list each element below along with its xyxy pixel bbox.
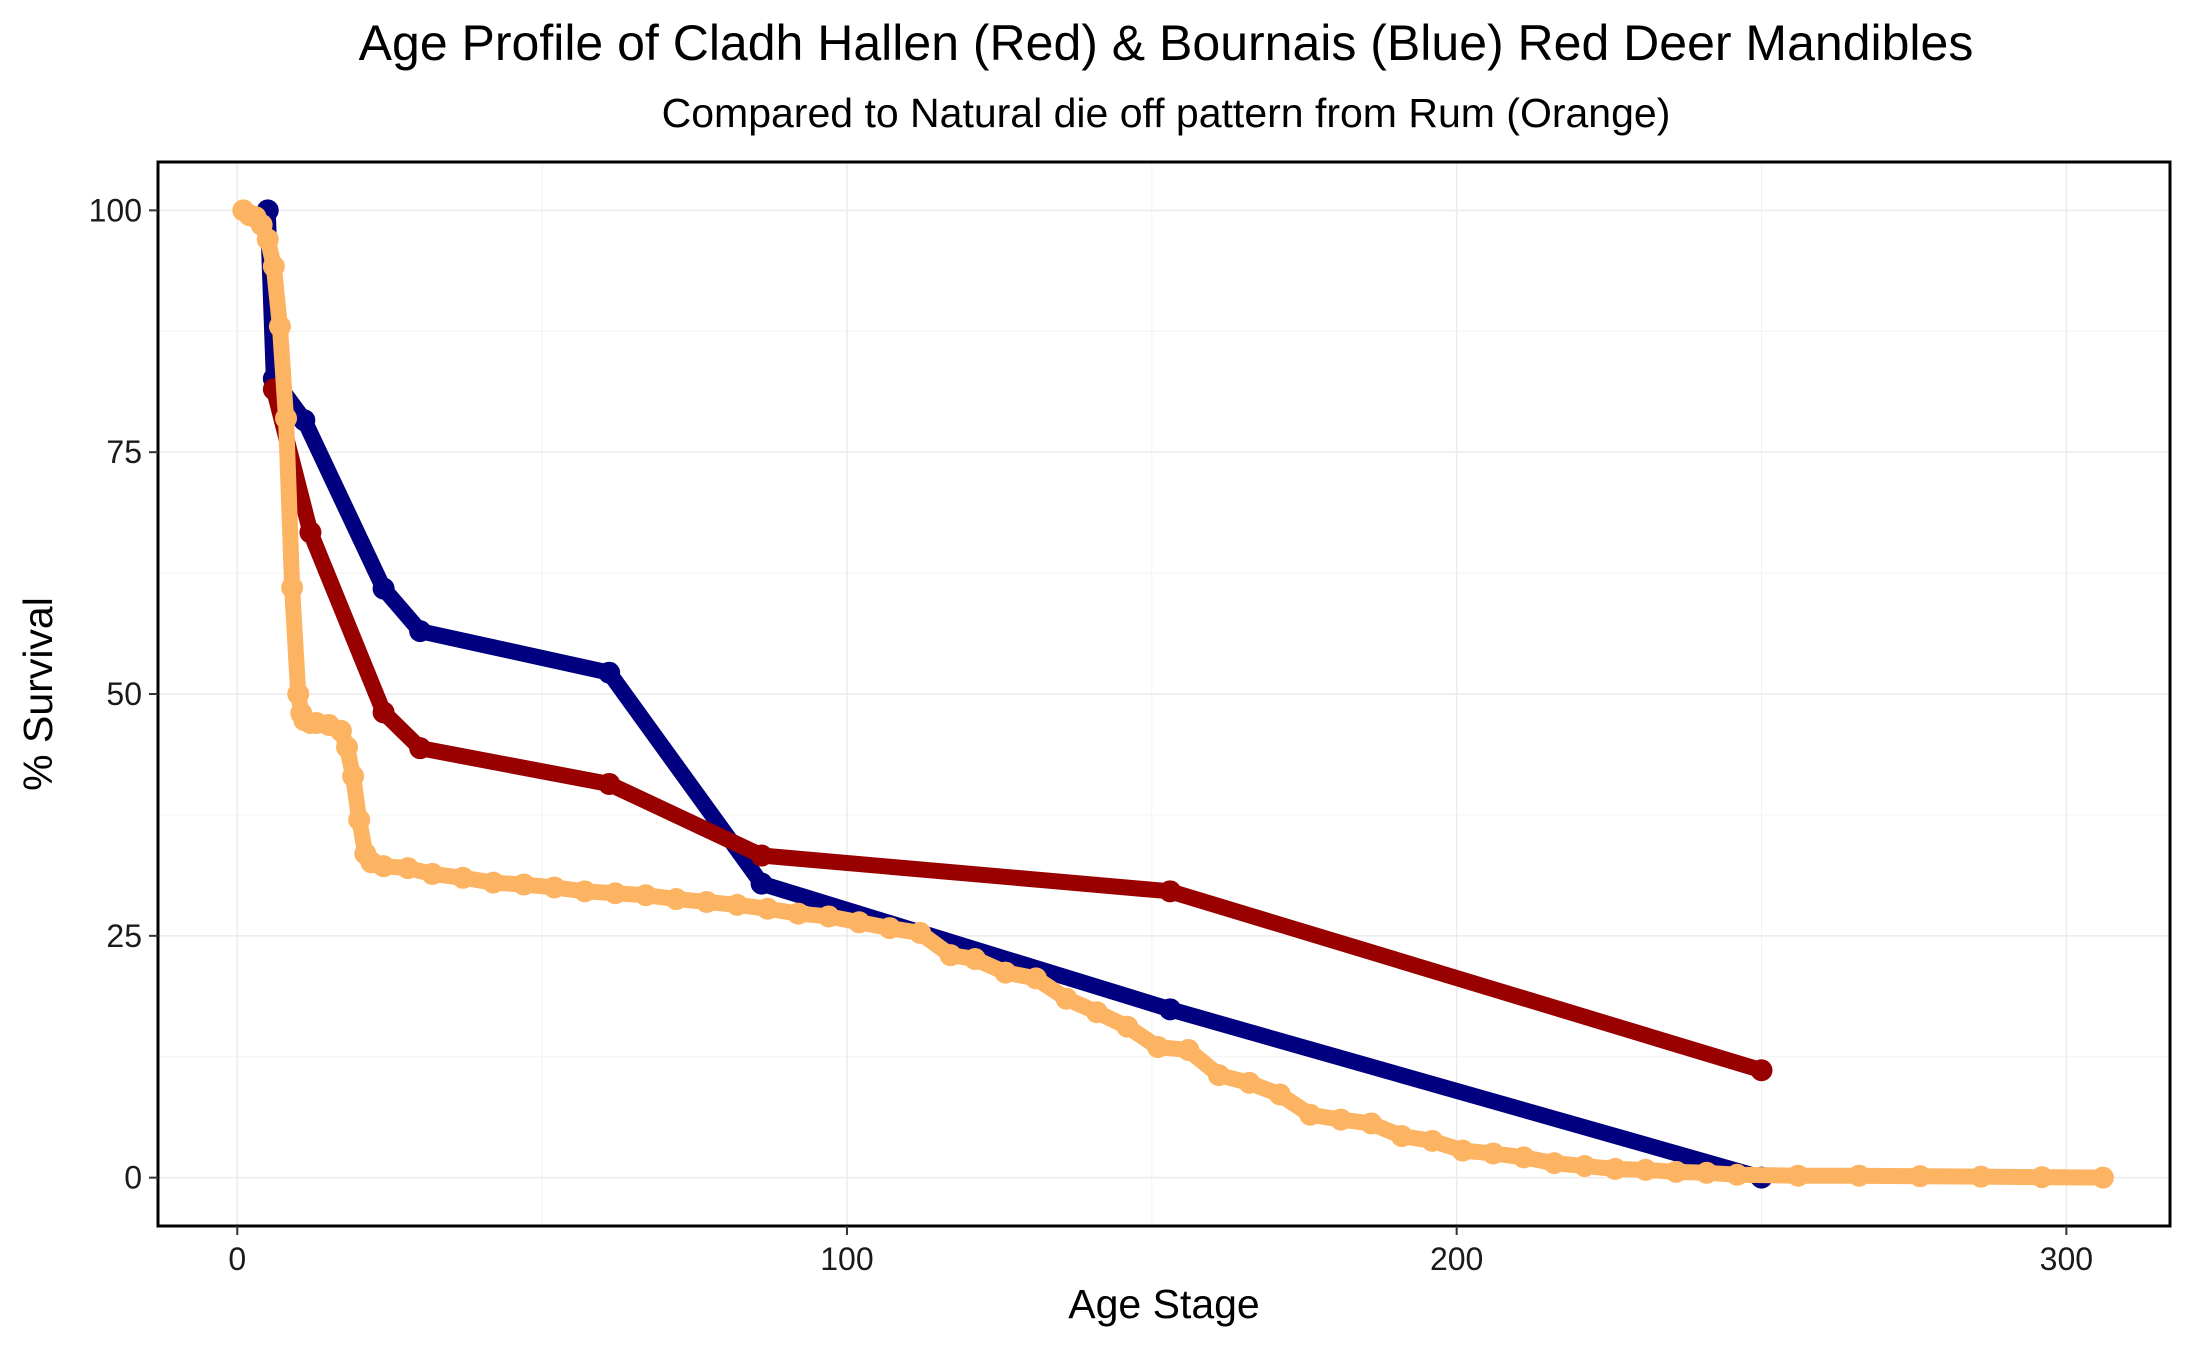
grid-layer (158, 162, 2170, 1226)
data-point (1390, 1125, 1413, 1148)
data-point (1482, 1142, 1505, 1165)
data-point (1360, 1112, 1383, 1135)
data-point (598, 772, 621, 795)
data-point (421, 862, 444, 885)
data-point (1573, 1155, 1596, 1178)
data-point (817, 905, 840, 928)
data-point (2091, 1166, 2114, 1189)
data-point (372, 701, 395, 724)
data-point (1207, 1064, 1230, 1087)
data-point (1238, 1071, 1261, 1094)
data-point (1116, 1015, 1139, 1038)
data-point (750, 872, 773, 895)
data-point (1451, 1139, 1474, 1162)
series-layer (232, 199, 2114, 1189)
x-axis-label: Age Stage (1068, 1281, 1260, 1327)
data-point (939, 944, 962, 967)
data-point (543, 876, 566, 899)
data-point (512, 873, 535, 896)
data-point (372, 855, 395, 878)
data-point (756, 897, 779, 920)
data-point (1085, 1001, 1108, 1024)
tick-layer: 0 100 200 300 0 25 50 75 100 (89, 192, 2093, 1277)
data-point (787, 902, 810, 925)
data-point (268, 315, 291, 338)
data-point (1665, 1160, 1688, 1183)
series-3 (232, 199, 2114, 1189)
data-point (909, 921, 932, 944)
data-point (1604, 1157, 1627, 1180)
data-point (1969, 1165, 1992, 1188)
data-point (451, 866, 474, 889)
data-point (665, 888, 688, 911)
series-line (265, 381, 1770, 1079)
data-point (293, 409, 316, 432)
data-point (848, 911, 871, 934)
data-point (1299, 1103, 1322, 1126)
y-tick-label: 0 (124, 1160, 142, 1196)
data-point (1634, 1158, 1657, 1181)
data-point (1909, 1165, 1932, 1188)
data-point (750, 844, 773, 867)
data-point (409, 737, 432, 760)
x-tick-label: 0 (228, 1241, 246, 1277)
y-tick-label: 100 (89, 192, 142, 228)
data-point (598, 661, 621, 684)
data-point (963, 948, 986, 971)
data-point (287, 683, 310, 705)
data-point (1055, 987, 1078, 1010)
y-axis-label: % Survival (15, 597, 61, 791)
y-tick-label: 75 (106, 434, 142, 470)
data-point (256, 228, 279, 251)
data-point (726, 893, 749, 916)
data-point (994, 961, 1017, 984)
data-point (262, 255, 285, 278)
y-tick-label: 50 (106, 676, 142, 712)
data-point (604, 882, 627, 905)
data-point (1421, 1129, 1444, 1152)
data-point (1146, 1036, 1169, 1059)
data-point (1024, 967, 1047, 990)
data-point (1543, 1152, 1566, 1175)
data-point (281, 576, 304, 599)
data-point (1750, 1059, 1773, 1082)
data-point (336, 736, 359, 759)
chart-title: Age Profile of Cladh Hallen (Red) & Bour… (359, 15, 1974, 71)
data-point (1787, 1164, 1810, 1187)
y-tick-label: 25 (106, 918, 142, 954)
data-point (878, 917, 901, 940)
data-point (1159, 880, 1182, 903)
data-point (1177, 1038, 1200, 1061)
data-point (299, 521, 322, 544)
data-point (1329, 1108, 1352, 1131)
data-point (2030, 1166, 2053, 1189)
x-tick-label: 300 (2040, 1241, 2093, 1277)
data-point (1726, 1163, 1749, 1186)
data-point (348, 808, 371, 831)
data-point (634, 884, 657, 907)
x-tick-label: 200 (1430, 1241, 1483, 1277)
data-point (1268, 1083, 1291, 1106)
data-point (1848, 1164, 1871, 1187)
data-point (342, 765, 365, 788)
data-point (396, 857, 419, 880)
series-2 (262, 378, 1773, 1082)
data-point (482, 871, 505, 894)
data-point (275, 407, 298, 430)
data-point (409, 620, 432, 643)
data-point (1695, 1161, 1718, 1184)
data-point (573, 880, 596, 903)
x-tick-label: 100 (820, 1241, 873, 1277)
chart-subtitle: Compared to Natural die off pattern from… (662, 90, 1671, 136)
data-point (372, 577, 395, 600)
data-point (695, 890, 718, 913)
data-point (1159, 998, 1182, 1021)
data-point (1512, 1146, 1535, 1169)
